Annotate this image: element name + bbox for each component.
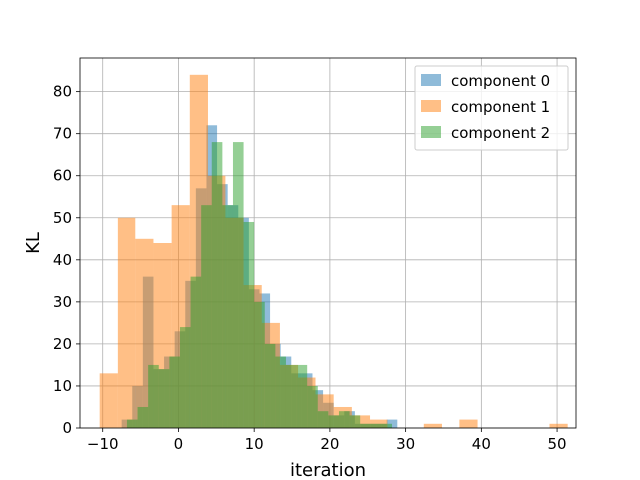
plot-frame (79, 57, 577, 429)
y-tick-label: 80 (53, 83, 72, 101)
histogram-bar (317, 411, 329, 428)
histogram-bar (117, 217, 136, 428)
histogram-bar (349, 415, 361, 428)
y-tick-label: 10 (53, 377, 72, 395)
y-tick-label: 0 (62, 419, 72, 437)
histogram-bar (126, 419, 138, 428)
histogram-bar (328, 415, 339, 428)
histogram-bar (232, 142, 244, 428)
x-tick-label: 30 (396, 435, 415, 453)
x-tick-label: 40 (472, 435, 491, 453)
histogram-bar (264, 343, 276, 428)
histogram-bar (179, 327, 191, 428)
histogram-bar (254, 301, 265, 428)
x-tick-label: −10 (87, 435, 119, 453)
histogram-bar (190, 276, 202, 428)
histogram-bar (137, 406, 149, 428)
legend-label: component 1 (451, 98, 550, 116)
histogram-bar (360, 423, 371, 428)
histogram-bar (423, 423, 442, 428)
histogram-bar (243, 221, 255, 428)
legend-label: component 2 (451, 124, 550, 142)
y-tick-label: 20 (53, 335, 72, 353)
x-tick-label: 10 (245, 435, 264, 453)
histogram-bar (549, 423, 568, 428)
legend-swatch (421, 126, 441, 138)
histogram-bar (148, 364, 159, 428)
x-tick-label: 0 (174, 435, 184, 453)
bars (99, 74, 568, 429)
y-tick-label: 30 (53, 293, 72, 311)
histogram-bar (201, 205, 212, 428)
legend: component 0 component 1 component 2 (414, 65, 569, 151)
histogram-bar (338, 411, 350, 428)
y-tick-label: 70 (53, 125, 72, 143)
histogram-bar (285, 364, 297, 428)
histogram-bar (99, 373, 118, 428)
y-axis-label: KL (23, 232, 44, 254)
legend-box (414, 65, 569, 151)
legend-label: component 0 (451, 72, 550, 90)
legend-swatch (421, 100, 441, 112)
histogram-bar (222, 205, 233, 428)
histogram-bar (370, 423, 382, 428)
histogram-bar (381, 423, 392, 428)
legend-swatch (421, 74, 441, 86)
y-axis-ticks: 0 10 20 30 40 50 60 70 80 (53, 83, 80, 437)
x-axis-label: iteration (290, 460, 366, 480)
y-tick-label: 40 (53, 251, 72, 269)
histogram-bar (169, 356, 180, 428)
histogram-bar (275, 356, 286, 428)
x-tick-label: 50 (548, 435, 567, 453)
x-axis-ticks: −10 0 10 20 30 40 50 (87, 428, 567, 453)
y-tick-label: 50 (53, 209, 72, 227)
x-tick-label: 20 (320, 435, 339, 453)
histogram-bar (211, 142, 223, 428)
histogram-bar (307, 385, 318, 428)
series-2-bars (126, 142, 392, 428)
histogram-bar (158, 369, 170, 428)
histogram-bar (459, 419, 478, 428)
y-tick-label: 60 (53, 167, 72, 185)
histogram-bar (296, 364, 308, 428)
